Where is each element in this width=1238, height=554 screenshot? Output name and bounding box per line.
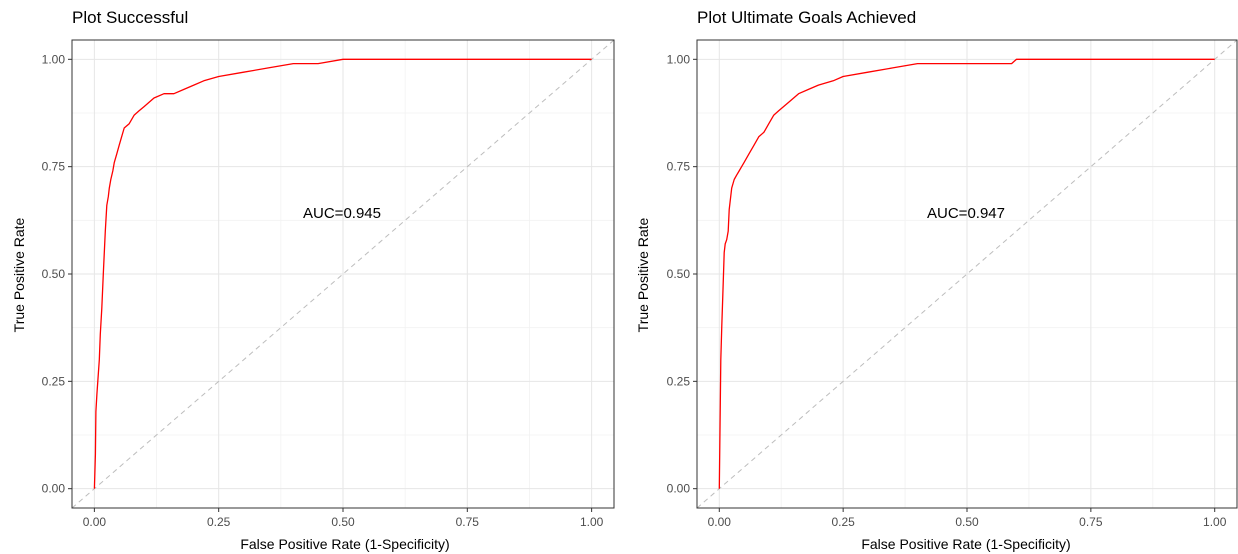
y-tick-label: 0.50 <box>42 267 66 281</box>
y-tick-labels: 0.00 0.25 0.50 0.75 1.00 <box>42 52 72 496</box>
y-tick-label: 1.00 <box>667 52 691 66</box>
x-tick-label: 0.00 <box>708 515 732 529</box>
x-tick-label: 0.50 <box>331 515 355 529</box>
y-tick-label: 0.75 <box>667 160 691 174</box>
auc-annotation: AUC=0.945 <box>303 205 381 222</box>
y-tick-label: 0.00 <box>667 482 691 496</box>
x-tick-label: 1.00 <box>580 515 604 529</box>
x-tick-label: 1.00 <box>1203 515 1227 529</box>
roc-chart-ultimate-goals: Plot Ultimate Goals Achieved 0.00 0.25 0.5… <box>619 0 1238 554</box>
x-tick-label: 0.50 <box>955 515 979 529</box>
x-tick-label: 0.25 <box>831 515 855 529</box>
y-tick-label: 0.25 <box>42 374 66 388</box>
x-axis-title: False Positive Rate (1-Specificity) <box>240 536 449 552</box>
y-tick-label: 0.75 <box>42 160 66 174</box>
x-tick-labels: 0.00 0.25 0.50 0.75 1.00 <box>708 508 1227 529</box>
reference-diagonal-line <box>71 39 615 509</box>
y-tick-label: 0.00 <box>42 482 66 496</box>
x-tick-labels: 0.00 0.25 0.50 0.75 1.00 <box>83 508 604 529</box>
roc-curve-layer <box>93 58 592 489</box>
roc-chart-ultimate-goals-svg: Plot Ultimate Goals Achieved 0.00 0.25 0.5… <box>635 8 1238 552</box>
roc-curve-line <box>93 58 592 489</box>
y-tick-label: 1.00 <box>42 52 66 66</box>
reference-diagonal-line <box>696 39 1238 509</box>
y-tick-label: 0.50 <box>667 267 691 281</box>
auc-annotation: AUC=0.947 <box>927 205 1005 222</box>
y-axis-title: True Positive Rate <box>635 217 651 332</box>
roc-curve-layer <box>718 58 1215 489</box>
chart-title: Plot Successful <box>72 8 188 27</box>
x-tick-label: 0.75 <box>456 515 480 529</box>
roc-chart-successful-svg: Plot Successful 0.00 0.25 0.50 0.75 1.00 0.0… <box>11 8 615 552</box>
x-tick-label: 0.75 <box>1079 515 1103 529</box>
roc-chart-successful: Plot Successful 0.00 0.25 0.50 0.75 1.00 0.0… <box>11 8 615 552</box>
reference-line-layer <box>696 39 1238 509</box>
chart-title: Plot Ultimate Goals Achieved <box>697 8 916 27</box>
reference-line-layer <box>71 39 615 509</box>
x-tick-label: 0.00 <box>83 515 107 529</box>
roc-curve-line <box>718 58 1215 489</box>
y-tick-label: 0.25 <box>667 374 691 388</box>
x-tick-label: 0.25 <box>207 515 231 529</box>
y-tick-labels: 0.00 0.25 0.50 0.75 1.00 <box>667 52 697 496</box>
y-axis-title: True Positive Rate <box>11 217 27 332</box>
x-axis-title: False Positive Rate (1-Specificity) <box>861 536 1070 552</box>
grid <box>697 40 1237 508</box>
grid <box>72 40 614 508</box>
